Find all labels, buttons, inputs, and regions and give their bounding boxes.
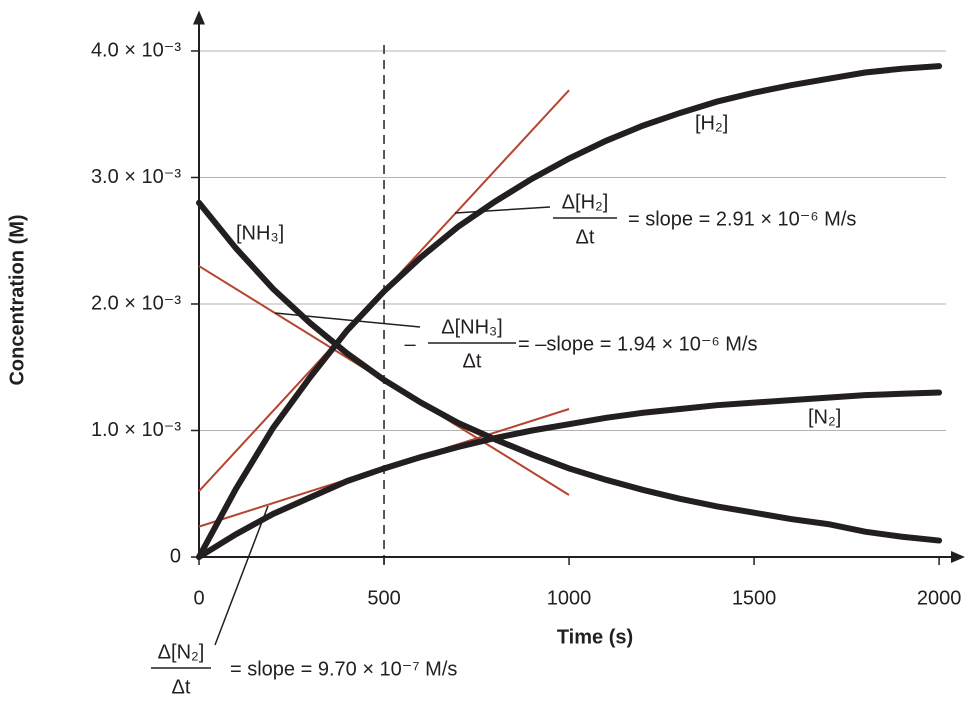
x-tick-label: 500 <box>367 587 400 609</box>
leader-line <box>214 505 269 646</box>
annotation-numerator: Δ[N₂] <box>158 641 205 663</box>
y-tick-label: 0 <box>170 545 181 567</box>
annotation-numerator: Δ[NH₃] <box>441 316 503 338</box>
x-tick-label: 1000 <box>547 587 592 609</box>
y-tick-label: 4.0 × 10⁻³ <box>91 39 181 61</box>
x-axis-title: Time (s) <box>557 626 633 648</box>
leader-line <box>454 206 551 214</box>
annotation-numerator: Δ[H₂] <box>562 191 609 213</box>
x-axis-arrow <box>951 551 965 563</box>
annotation-text: = –slope = 1.94 × 10⁻⁶ M/s <box>518 333 758 355</box>
leader-line <box>274 312 421 328</box>
annotation-prefix: – <box>404 333 416 355</box>
annotation-denominator: Δt <box>576 226 595 248</box>
series-label: [NH₃] <box>236 222 284 244</box>
y-tick-label: 2.0 × 10⁻³ <box>91 292 181 314</box>
series-line <box>196 199 943 544</box>
annotation-text: = slope = 9.70 × 10⁻⁷ M/s <box>230 658 457 680</box>
annotation-denominator: Δt <box>463 350 482 372</box>
series-line <box>196 63 943 560</box>
series-line <box>196 389 943 560</box>
x-tick-label: 1500 <box>732 587 777 609</box>
y-axis-title: Concentration (M) <box>6 214 28 385</box>
x-tick-label: 0 <box>193 587 204 609</box>
annotation-text: = slope = 2.91 × 10⁻⁶ M/s <box>628 208 856 230</box>
y-tick-label: 1.0 × 10⁻³ <box>91 419 181 441</box>
series-label: [N₂] <box>808 406 841 428</box>
series-label: [H₂] <box>695 112 728 134</box>
x-tick-label: 2000 <box>917 587 962 609</box>
y-axis-arrow <box>193 10 205 25</box>
annotation-denominator: Δt <box>172 676 191 698</box>
y-tick-label: 3.0 × 10⁻³ <box>91 166 181 188</box>
